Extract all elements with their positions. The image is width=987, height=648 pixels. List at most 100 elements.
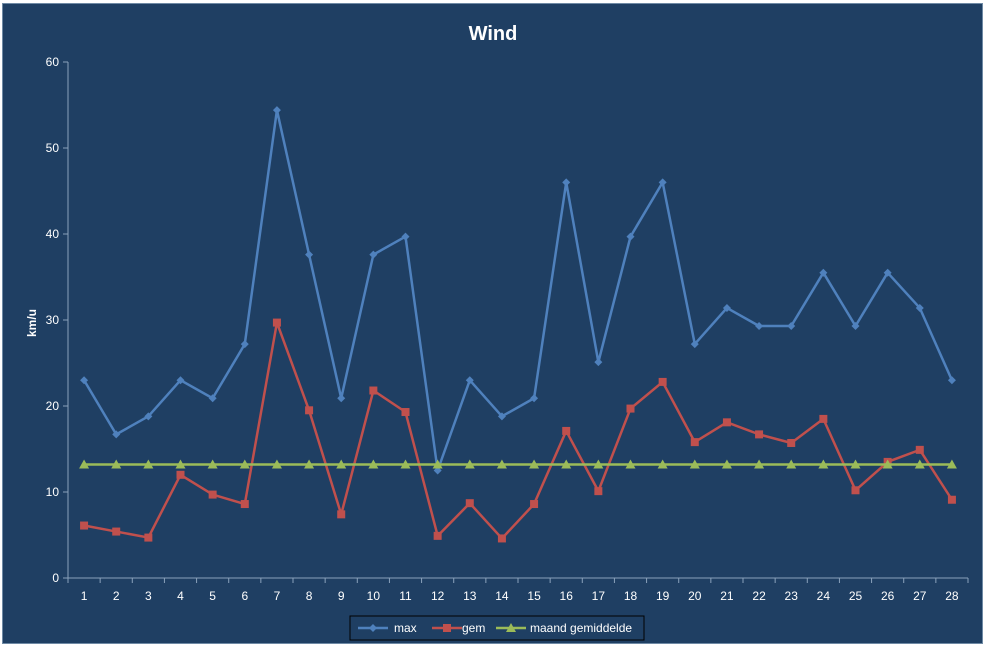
data-point — [496, 459, 507, 469]
data-point — [914, 459, 925, 469]
data-point — [240, 500, 249, 509]
data-point — [369, 386, 378, 395]
legend-item: maand gemiddelde — [496, 621, 632, 635]
data-point — [658, 178, 667, 187]
data-point — [464, 459, 475, 469]
series-gem — [80, 318, 956, 543]
x-tick-label: 21 — [720, 589, 734, 603]
data-point — [112, 430, 121, 439]
x-tick-label: 24 — [817, 589, 831, 603]
data-point — [689, 459, 700, 469]
chart-area: Wind km/u 0 10 20 30 40 50 60 1 2 3 4 5 6 7 8 9 10 11 12 13… — [2, 3, 983, 644]
data-point — [465, 499, 474, 508]
data-point — [337, 394, 346, 403]
y-axis-label: km/u — [25, 309, 39, 337]
x-tick-label: 22 — [752, 589, 766, 603]
x-tick-label: 16 — [560, 589, 574, 603]
data-point — [79, 459, 90, 469]
data-point — [305, 250, 314, 259]
x-tick-label: 27 — [913, 589, 927, 603]
data-point — [690, 340, 699, 349]
legend-marker — [369, 624, 377, 632]
legend: max gem maand gemiddelde — [349, 615, 645, 641]
data-point — [433, 531, 442, 540]
data-point — [787, 438, 796, 447]
x-tick-label: 7 — [274, 589, 281, 603]
y-tick-label: 10 — [46, 485, 60, 499]
data-point — [304, 459, 315, 469]
legend-marker — [443, 624, 451, 632]
data-point — [562, 178, 571, 187]
data-point — [625, 459, 636, 469]
x-tick-label: 1 — [81, 589, 88, 603]
data-point — [497, 534, 506, 543]
data-point — [400, 459, 411, 469]
data-point — [882, 459, 893, 469]
data-point — [530, 500, 539, 509]
x-tick-label: 14 — [495, 589, 509, 603]
data-point — [208, 394, 217, 403]
data-point — [208, 490, 217, 499]
data-point — [947, 376, 956, 385]
x-tick-label: 26 — [881, 589, 895, 603]
chart-title: Wind — [469, 23, 518, 45]
legend-item: gem — [432, 621, 485, 635]
x-tick-label: 23 — [785, 589, 799, 603]
data-point — [176, 470, 185, 479]
x-tick-label: 9 — [338, 589, 345, 603]
x-tick-label: 15 — [527, 589, 541, 603]
data-point — [497, 412, 506, 421]
data-point — [721, 459, 732, 469]
data-point — [369, 250, 378, 259]
data-point — [465, 376, 474, 385]
data-point — [80, 376, 89, 385]
data-point — [755, 322, 764, 331]
y-tick-label: 50 — [46, 141, 60, 155]
data-point — [626, 232, 635, 241]
data-point — [594, 358, 603, 367]
series-line — [83, 321, 953, 540]
x-tick-label: 19 — [656, 589, 670, 603]
data-point — [626, 404, 635, 413]
data-point — [915, 445, 924, 454]
data-point — [368, 459, 379, 469]
data-point — [336, 459, 347, 469]
data-point — [755, 430, 764, 439]
data-point — [786, 459, 797, 469]
data-point — [658, 377, 667, 386]
data-point — [562, 426, 571, 435]
legend-label: gem — [462, 621, 485, 635]
data-point — [239, 459, 250, 469]
data-point — [176, 376, 185, 385]
data-point — [850, 459, 861, 469]
data-point — [722, 303, 731, 312]
data-point — [143, 459, 154, 469]
x-tick-label: 4 — [177, 589, 184, 603]
data-point — [272, 318, 281, 327]
series-layer — [79, 106, 957, 543]
x-tick-label: 28 — [945, 589, 959, 603]
data-point — [80, 521, 89, 530]
x-tick-label: 18 — [624, 589, 638, 603]
data-point — [915, 303, 924, 312]
series-max — [80, 106, 956, 475]
x-tick-label: 13 — [463, 589, 477, 603]
legend-box — [349, 615, 645, 641]
data-point — [787, 322, 796, 331]
x-tick-label: 3 — [145, 589, 152, 603]
data-point — [401, 408, 410, 417]
series-maand-gemiddelde — [79, 459, 957, 469]
data-point — [144, 412, 153, 421]
legend-label: max — [394, 621, 417, 635]
data-point — [593, 459, 604, 469]
data-point — [271, 459, 282, 469]
x-tick-label: 6 — [241, 589, 248, 603]
data-point — [144, 533, 153, 542]
data-point — [305, 406, 314, 415]
data-point — [819, 414, 828, 423]
y-tick-label: 40 — [46, 227, 60, 241]
data-point — [529, 459, 540, 469]
y-tick-label: 30 — [46, 313, 60, 327]
data-point — [433, 466, 442, 475]
data-point — [530, 394, 539, 403]
